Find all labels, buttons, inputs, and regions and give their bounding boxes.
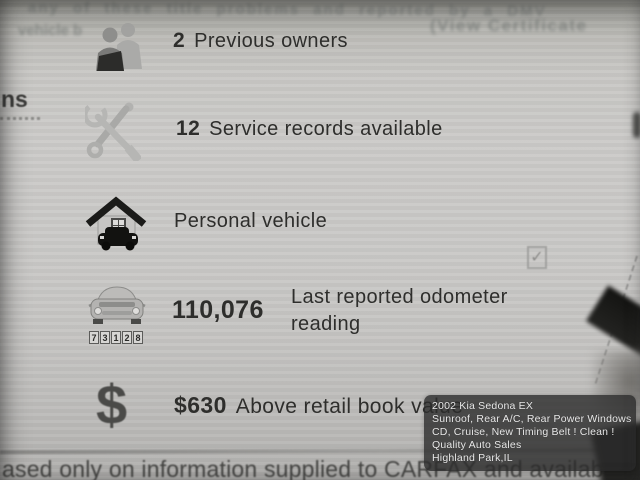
left-edge-text-fragment: ns (1, 86, 28, 112)
service-records-count: 12 (176, 117, 201, 140)
listing-dealer-name: Quality Auto Sales (432, 439, 522, 451)
faint-header-line2-right: (View Certificate (430, 16, 588, 35)
listing-features-1: Sunroof, Rear A/C, Rear Power Windows (432, 413, 632, 425)
plate-digit: 8 (133, 331, 143, 344)
listing-features-2: CD, Cruise, New Timing Belt ! Clean ! (432, 426, 615, 438)
odometer-label: Last reported odometer reading (291, 286, 508, 335)
dollar-glyph: $ (96, 373, 128, 436)
plate-digit: 7 (89, 331, 99, 344)
service-records-row: 12 Service records available (176, 117, 443, 141)
service-tools-icon (82, 101, 143, 166)
faint-header-line2-left: vehicle b (18, 22, 83, 39)
dollar-sign-icon: $ (96, 377, 127, 433)
dotted-underline (0, 117, 40, 120)
personal-vehicle-icon (85, 194, 147, 257)
previous-owners-label: Previous owners (194, 30, 348, 52)
plate-digit: 3 (100, 331, 110, 344)
odometer-value: 110,076 (172, 296, 264, 324)
listing-dealer-location: Highland Park,IL (432, 452, 513, 464)
personal-vehicle-row: Personal vehicle (174, 210, 327, 233)
previous-owners-count: 2 (173, 29, 186, 52)
personal-vehicle-label: Personal vehicle (174, 210, 328, 232)
book-value-label: Above retail book value (235, 395, 464, 418)
book-value-amount: $630 (174, 392, 227, 418)
plate-digit: 2 (122, 331, 132, 344)
service-records-label: Service records available (209, 118, 443, 140)
edge-smudge (633, 112, 640, 138)
listing-caption-overlay: 2002 Kia Sedona EX Sunroof, Rear A/C, Re… (424, 395, 636, 471)
previous-owners-row: 2 Previous owners (173, 29, 348, 53)
plate-digit: 1 (111, 331, 121, 344)
listing-title: 2002 Kia Sedona EX (432, 400, 534, 412)
previous-owners-icon (95, 21, 147, 76)
check-icon: ✓ (527, 246, 547, 269)
book-value-row: $630 Above retail book value (174, 392, 463, 419)
